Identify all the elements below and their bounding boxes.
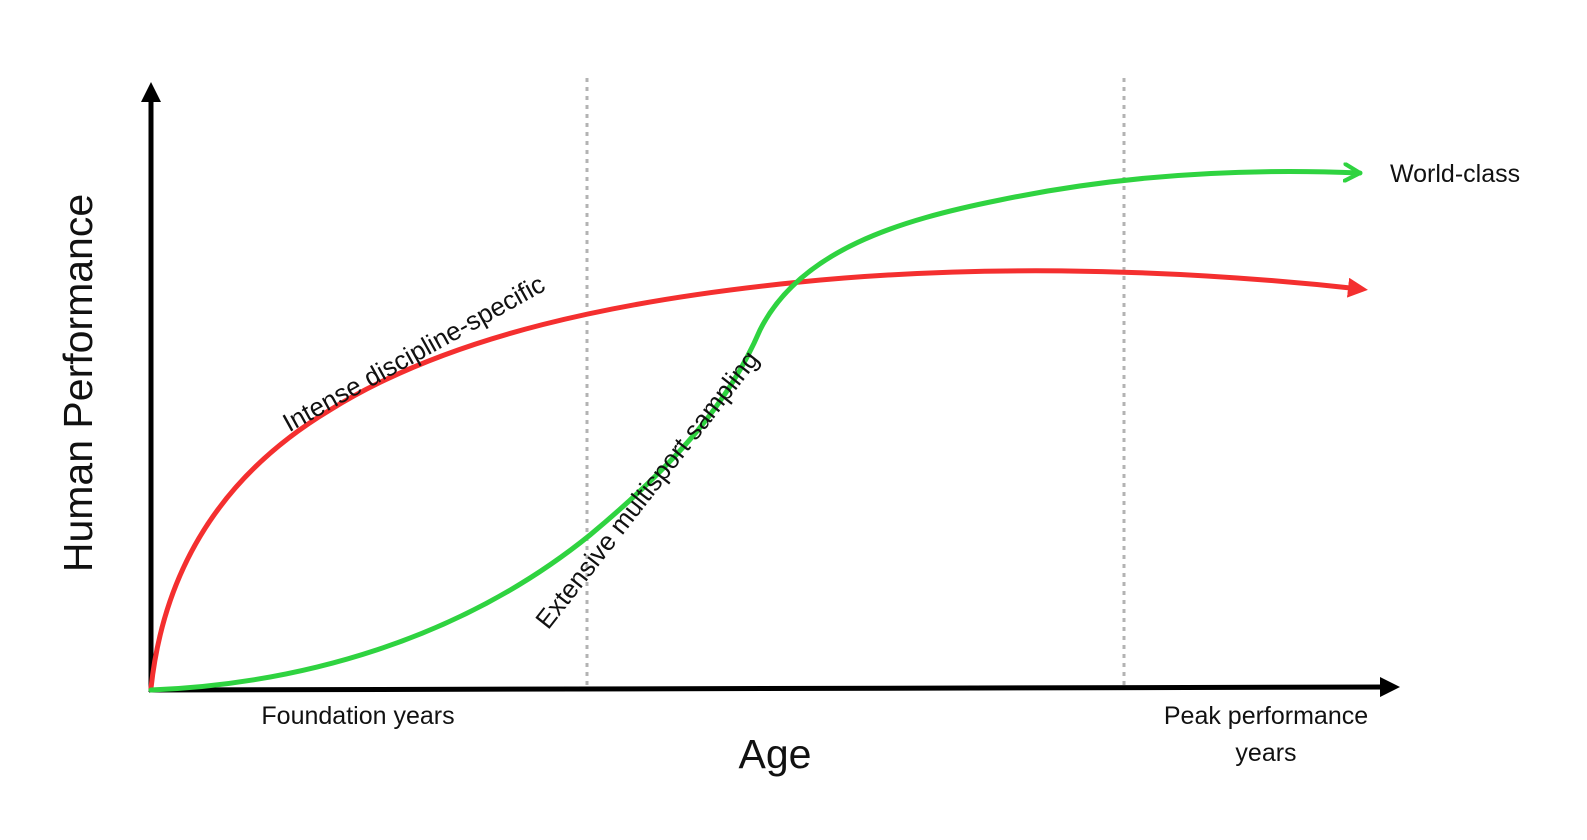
- world-class-label: World-class: [1390, 160, 1520, 188]
- sampler-curve: [148, 171, 1363, 693]
- peak-performance-label-line1: Peak performance: [1164, 702, 1368, 730]
- peak-performance-label-line2: years: [1235, 739, 1296, 767]
- foundation-years-label: Foundation years: [261, 702, 454, 730]
- x-axis-title: Age: [739, 731, 812, 777]
- sampler-curve-label: Extensive multisport sampling: [529, 345, 764, 634]
- specialist-curve: [148, 268, 1368, 691]
- x-axis: [148, 677, 1400, 698]
- specialist-curve-label: Intense discipline-specific: [277, 269, 549, 438]
- y-axis-title: Human Performance: [55, 194, 101, 572]
